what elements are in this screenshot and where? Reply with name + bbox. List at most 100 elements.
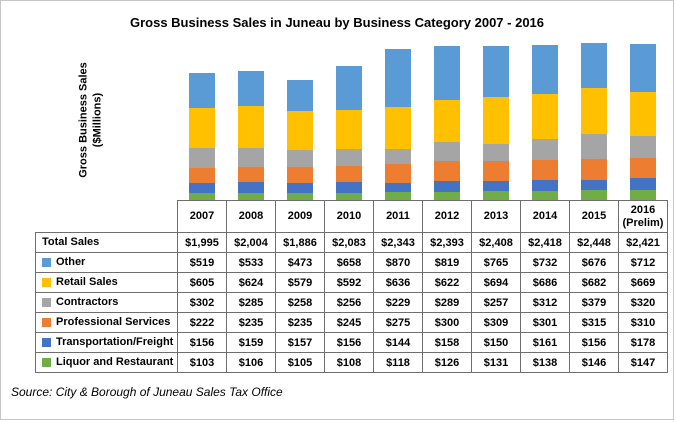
stacked-bar — [237, 70, 264, 200]
bar-segment-transportation-freight — [629, 178, 656, 191]
year-header: 2012 — [422, 200, 472, 233]
bar-column — [471, 40, 520, 200]
table-row-transportation-freight: Transportation/Freight $156 $159 $157 $156 $1… — [35, 332, 668, 353]
bar-segment-contractors — [286, 149, 313, 167]
legend-swatch-contractors — [42, 298, 51, 308]
value-cell: $686 — [520, 272, 570, 293]
value-cell: $473 — [275, 252, 325, 273]
legend-swatch-transportation-freight — [42, 338, 51, 348]
value-cell: $312 — [520, 292, 570, 313]
stacked-bar — [384, 48, 411, 200]
row-label: Retail Sales — [56, 276, 118, 289]
value-cell: $146 — [569, 352, 619, 373]
bar-segment-contractors — [384, 148, 411, 165]
value-cell: $256 — [324, 292, 374, 313]
value-cell: $320 — [618, 292, 668, 313]
bar-segment-contractors — [580, 133, 607, 159]
value-cell: $156 — [569, 332, 619, 353]
bar-segment-other — [384, 48, 411, 107]
bar-segment-liquor-and-restaurant — [482, 191, 509, 200]
bar-segment-other — [580, 43, 607, 89]
value-cell: $870 — [373, 252, 423, 273]
value-cell: $636 — [373, 272, 423, 293]
legend-swatch-liquor-and-restaurant — [42, 358, 51, 368]
bar-segment-other — [433, 45, 460, 101]
year-header: 2011 — [373, 200, 423, 233]
bar-segment-retail-sales — [433, 100, 460, 142]
value-cell: $658 — [324, 252, 374, 273]
row-label: Contractors — [56, 296, 119, 309]
bar-column — [520, 40, 569, 200]
bar-segment-liquor-and-restaurant — [335, 192, 362, 200]
value-cell: $235 — [226, 312, 276, 333]
value-cell: $2,083 — [324, 232, 374, 253]
stacked-bar — [531, 44, 558, 200]
row-label-cell: Professional Services — [35, 312, 178, 333]
bar-segment-other — [482, 46, 509, 98]
bar-segment-contractors — [531, 139, 558, 161]
row-label-cell: Transportation/Freight — [35, 332, 178, 353]
bar-segment-retail-sales — [335, 109, 362, 150]
value-cell: $765 — [471, 252, 521, 273]
value-cell: $156 — [324, 332, 374, 353]
row-label-cell: Liquor and Restaurant — [35, 352, 178, 373]
bar-segment-professional-services — [629, 157, 656, 179]
value-cell: $819 — [422, 252, 472, 273]
value-cell: $2,418 — [520, 232, 570, 253]
bar-column — [226, 40, 275, 200]
bar-segment-liquor-and-restaurant — [286, 193, 313, 200]
bar-segment-liquor-and-restaurant — [629, 190, 656, 200]
value-cell: $309 — [471, 312, 521, 333]
value-cell: $622 — [422, 272, 472, 293]
value-cell: $676 — [569, 252, 619, 273]
bar-segment-professional-services — [482, 160, 509, 182]
table-row-retail-sales: Retail Sales $605 $624 $579 $592 $636 $622 $694… — [35, 272, 668, 293]
bar-segment-transportation-freight — [286, 182, 313, 193]
value-cell: $178 — [618, 332, 668, 353]
value-cell: $1,995 — [177, 232, 227, 253]
bar-segment-other — [286, 79, 313, 112]
bar-segment-professional-services — [335, 166, 362, 183]
value-cell: $150 — [471, 332, 521, 353]
value-cell: $579 — [275, 272, 325, 293]
chart-title: Gross Business Sales in Juneau by Busine… — [129, 15, 545, 30]
value-cell: $302 — [177, 292, 227, 313]
value-cell: $156 — [177, 332, 227, 353]
stacked-bar — [580, 43, 607, 200]
bar-segment-liquor-and-restaurant — [433, 191, 460, 200]
bar-segment-liquor-and-restaurant — [580, 190, 607, 200]
row-label: Liquor and Restaurant — [56, 356, 174, 369]
value-cell: $1,886 — [275, 232, 325, 253]
stacked-bar — [335, 65, 362, 200]
value-cell: $2,448 — [569, 232, 619, 253]
value-cell: $147 — [618, 352, 668, 373]
value-cell: $235 — [275, 312, 325, 333]
legend-swatch-professional-services — [42, 318, 51, 328]
year-header: 2016 (Prelim) — [618, 200, 668, 233]
bar-segment-contractors — [188, 147, 215, 168]
bar-segment-contractors — [433, 141, 460, 162]
y-axis-area: Gross Business Sales ($Millions) — [35, 40, 177, 200]
row-label: Total Sales — [42, 236, 100, 249]
stacked-bar — [188, 72, 215, 200]
bars — [177, 40, 667, 200]
stacked-bar — [286, 79, 313, 200]
bar-segment-other — [629, 44, 656, 92]
row-label: Professional Services — [56, 316, 171, 329]
value-cell: $103 — [177, 352, 227, 373]
value-cell: $289 — [422, 292, 472, 313]
bar-segment-professional-services — [188, 167, 215, 183]
bar-segment-other — [237, 70, 264, 107]
row-label: Transportation/Freight — [56, 336, 174, 349]
value-cell: $144 — [373, 332, 423, 353]
stacked-bar — [629, 44, 656, 200]
bar-column — [275, 40, 324, 200]
value-cell: $315 — [569, 312, 619, 333]
bar-segment-transportation-freight — [384, 182, 411, 193]
value-cell: $379 — [569, 292, 619, 313]
bar-segment-retail-sales — [580, 88, 607, 134]
value-cell: $519 — [177, 252, 227, 273]
value-cell: $105 — [275, 352, 325, 373]
value-cell: $258 — [275, 292, 325, 313]
